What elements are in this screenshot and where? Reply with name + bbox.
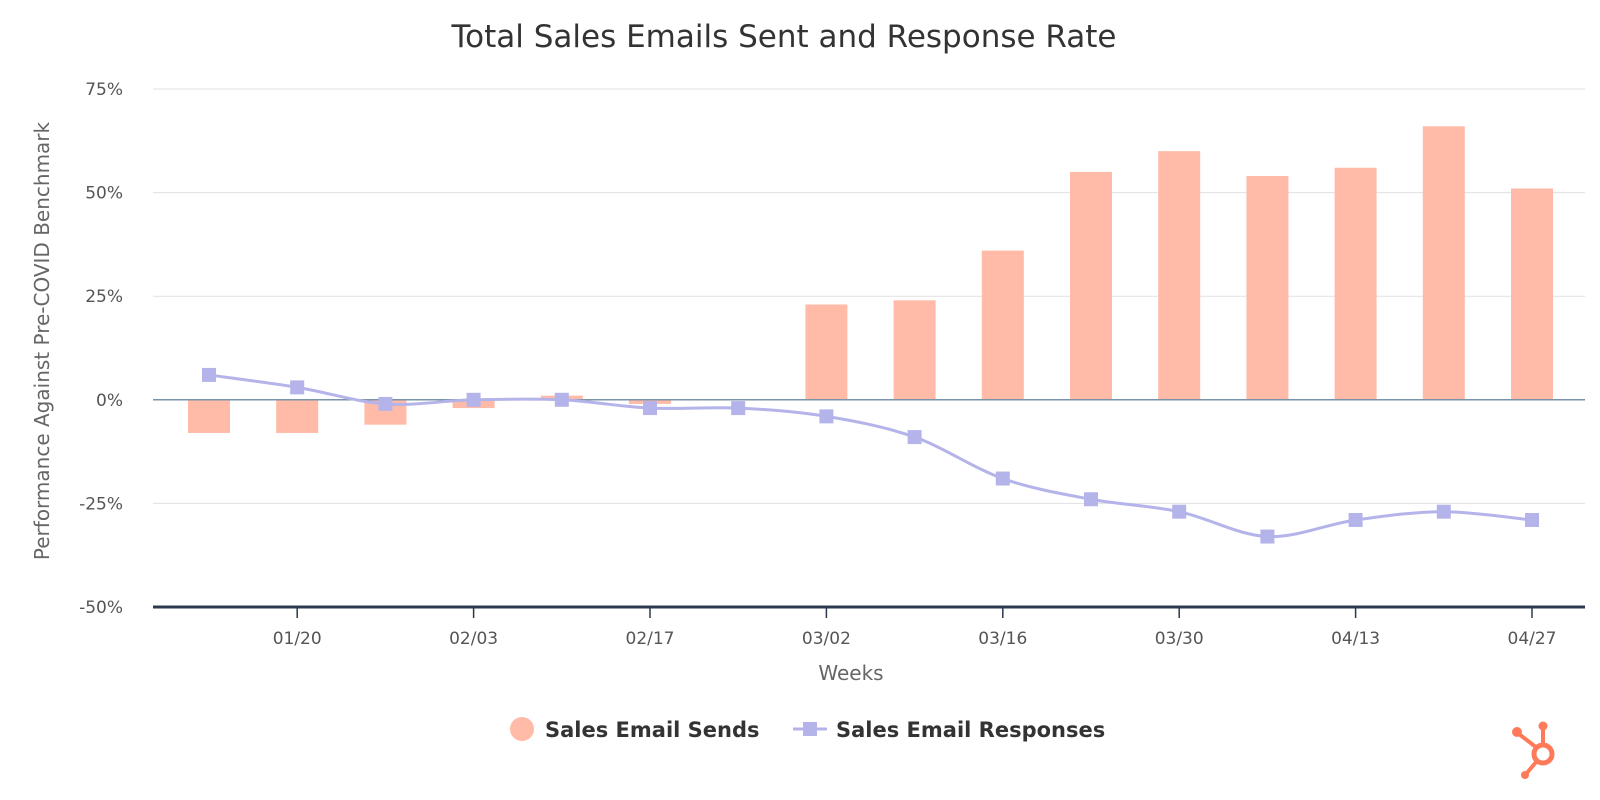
x-tick-label: 03/30 <box>1155 629 1204 649</box>
bar[interactable] <box>1334 167 1377 400</box>
bar[interactable] <box>1422 126 1465 400</box>
y-axis-ticks: 75% 50% 25% 0% -25% -50% <box>79 80 123 618</box>
line-series <box>202 367 1539 544</box>
bar[interactable] <box>805 304 848 400</box>
legend-responses-label: Sales Email Responses <box>836 718 1105 742</box>
line-point[interactable] <box>1436 504 1451 519</box>
y-tick-label: -50% <box>79 598 123 618</box>
legend-responses-marker <box>803 722 817 736</box>
line-point[interactable] <box>554 392 569 407</box>
bar[interactable] <box>981 250 1024 400</box>
legend-sends-marker <box>510 717 534 741</box>
bar[interactable] <box>1511 188 1553 400</box>
legend-item-responses[interactable]: Sales Email Responses <box>793 718 1105 742</box>
hubspot-logo-icon <box>1512 721 1555 779</box>
x-tick-label: 03/02 <box>802 629 851 649</box>
bar[interactable] <box>1070 171 1112 400</box>
bar[interactable] <box>1246 176 1289 400</box>
line-point[interactable] <box>1172 504 1187 519</box>
bar[interactable] <box>893 300 936 400</box>
line-point[interactable] <box>1084 492 1098 507</box>
line-point[interactable] <box>643 401 657 416</box>
x-tick-label: 01/20 <box>273 629 322 649</box>
line-point[interactable] <box>378 396 393 411</box>
line-point[interactable] <box>1525 512 1539 527</box>
y-tick-label: 0% <box>96 391 123 411</box>
y-tick-label: -25% <box>79 494 123 514</box>
legend-sends-label: Sales Email Sends <box>545 718 760 742</box>
y-axis-title: Performance Against Pre-COVID Benchmark <box>30 121 54 560</box>
y-tick-label: 75% <box>85 80 123 100</box>
bar[interactable] <box>1158 151 1201 400</box>
line-point[interactable] <box>995 471 1010 486</box>
legend-item-sends[interactable]: Sales Email Sends <box>510 717 760 742</box>
line-point[interactable] <box>907 430 922 445</box>
x-tick-label: 03/16 <box>978 629 1027 649</box>
x-tick-label: 02/17 <box>626 629 675 649</box>
legend: Sales Email Sends Sales Email Responses <box>510 717 1105 742</box>
bar[interactable] <box>276 399 319 433</box>
x-tick-label: 04/13 <box>1331 629 1380 649</box>
y-tick-label: 25% <box>85 287 123 307</box>
responses-line <box>208 373 1533 539</box>
bar[interactable] <box>188 399 230 433</box>
chart-title: Total Sales Emails Sent and Response Rat… <box>450 19 1116 55</box>
line-point[interactable] <box>202 367 216 382</box>
x-tick-label: 04/27 <box>1508 629 1557 649</box>
line-point[interactable] <box>466 392 481 407</box>
y-tick-label: 50% <box>85 184 123 204</box>
x-axis-ticks: 01/20 02/03 02/17 03/02 03/16 03/30 04/13 04/27 <box>273 607 1557 649</box>
line-point[interactable] <box>290 380 305 395</box>
line-point[interactable] <box>731 401 746 416</box>
bar-series <box>188 126 1553 433</box>
x-tick-label: 02/03 <box>449 629 498 649</box>
line-point[interactable] <box>1260 529 1275 544</box>
x-axis-title: Weeks <box>818 661 883 685</box>
line-point[interactable] <box>819 409 834 424</box>
line-point[interactable] <box>1348 512 1363 527</box>
